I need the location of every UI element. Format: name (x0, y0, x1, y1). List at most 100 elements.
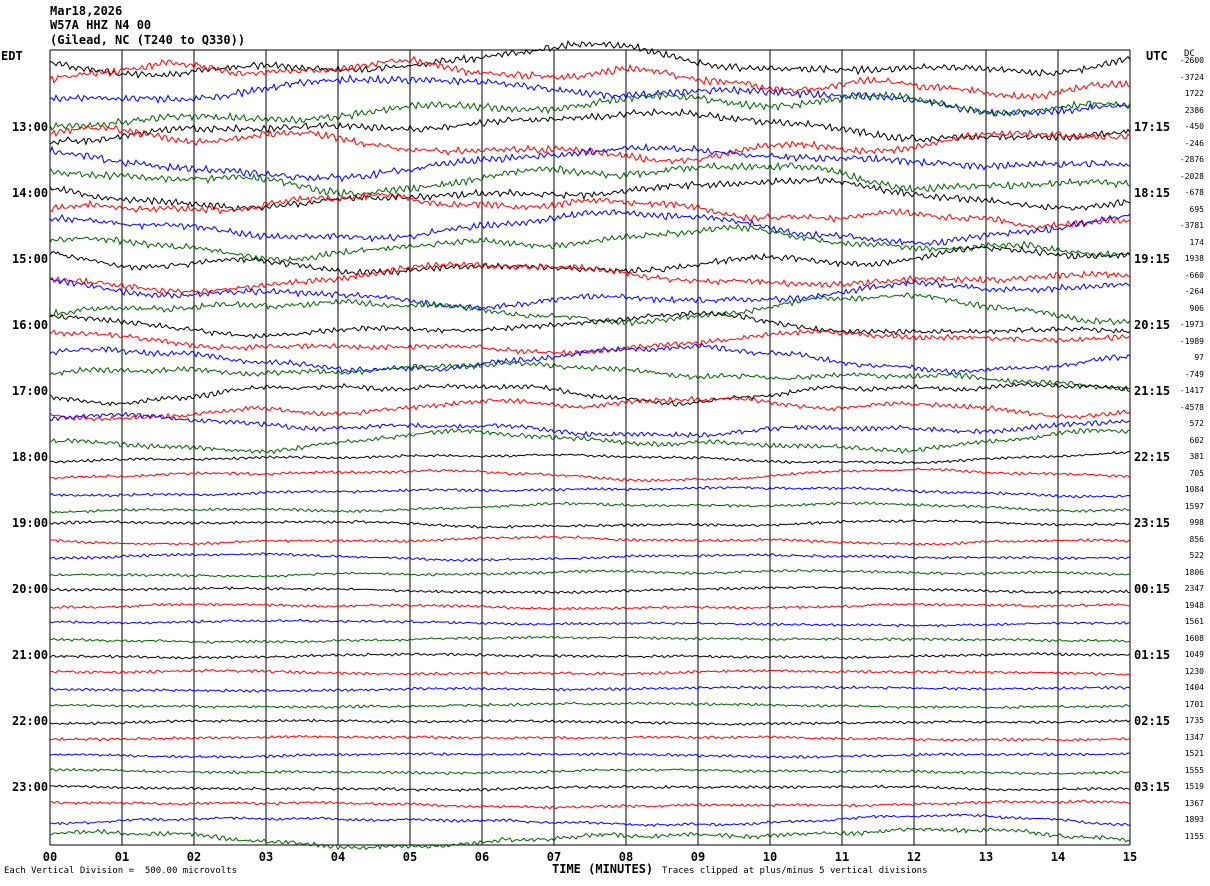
left-hour-label: 17:00 (12, 384, 49, 398)
seismic-trace-row (50, 734, 1131, 742)
dc-offset-value: 1230 (1184, 666, 1204, 676)
dc-offset-value: -450 (1184, 122, 1204, 131)
dc-offset-value: 1555 (1184, 765, 1204, 775)
dc-offset-value: 1948 (1184, 600, 1204, 610)
dc-offset-value: 705 (1189, 468, 1204, 478)
seismic-trace-row (49, 552, 1131, 562)
seismic-trace-row (49, 208, 1131, 247)
dc-offset-value: 381 (1189, 452, 1204, 461)
x-tick-label: 15 (1123, 850, 1137, 864)
seismic-trace-row (49, 467, 1131, 483)
seismic-trace-row (49, 685, 1131, 693)
seismic-trace-row (49, 396, 1131, 422)
seismic-trace-row (49, 668, 1131, 676)
dc-offset-value: 1519 (1184, 782, 1204, 791)
seismic-trace-row (49, 142, 1131, 183)
seismic-trace-row (49, 310, 1131, 340)
right-hour-label: 17:15 (1134, 120, 1171, 134)
seismic-trace-row (49, 799, 1131, 810)
seismic-trace-row (49, 450, 1131, 465)
x-tick-label: 09 (691, 850, 705, 864)
left-hour-label: 22:00 (12, 714, 49, 728)
seismic-trace-row (49, 74, 1131, 118)
dc-offset-value: -1973 (1179, 320, 1204, 329)
left-hour-label: 16:00 (12, 318, 49, 332)
seismic-trace-row (49, 55, 1131, 102)
dc-offset-value: -2028 (1179, 171, 1204, 181)
x-tick-labels: 00 01 02 03 04 05 06 07 08 09 10 11 12 13 14 15 (43, 850, 1137, 864)
right-hour-label: 00:15 (1134, 582, 1171, 596)
scale-note: Each Vertical Division = 500.00 microvol… (4, 866, 237, 876)
dc-offset-value: -660 (1184, 270, 1204, 280)
seismic-trace-row (49, 827, 1131, 851)
x-tick-label: 14 (1051, 850, 1065, 864)
seismic-trace-row (50, 535, 1131, 546)
dc-offset-value: -4578 (1179, 402, 1204, 412)
right-hour-label: 23:15 (1134, 516, 1171, 530)
seismic-trace-row (49, 486, 1131, 499)
x-tick-label: 10 (763, 850, 777, 864)
dc-offset-value: 1938 (1184, 254, 1204, 263)
dc-offset-value: 1155 (1184, 831, 1204, 841)
x-tick-label: 03 (259, 850, 273, 864)
seismic-trace-row (49, 40, 1131, 80)
left-hour-label: 19:00 (12, 516, 49, 530)
x-axis-title: TIME (MINUTES) (552, 862, 654, 876)
plot-date: Mar18,2026 (50, 4, 123, 18)
seismic-trace-row (49, 90, 1131, 131)
seismic-trace-row (49, 585, 1131, 595)
right-hour-label: 18:15 (1134, 186, 1171, 200)
dc-offset-value: -246 (1184, 138, 1204, 148)
dc-offset-value: -678 (1184, 188, 1204, 197)
seismic-trace-row (49, 752, 1131, 760)
dc-offset-value: 1608 (1184, 633, 1204, 643)
dc-offset-value: 1722 (1184, 89, 1204, 98)
dc-offset-value: -1989 (1179, 336, 1204, 346)
dc-offset-value: 1367 (1184, 798, 1204, 808)
right-hour-label: 21:15 (1134, 384, 1171, 398)
left-hour-label: 20:00 (12, 582, 49, 596)
location-label: (Gilead, NC (T240 to Q330)) (50, 33, 246, 47)
x-tick-label: 04 (331, 850, 345, 864)
dc-offset-value: 1521 (1184, 749, 1204, 758)
seismic-trace-row (49, 651, 1131, 660)
seismic-trace-row (49, 784, 1131, 793)
x-tick-label: 06 (475, 850, 489, 864)
seismic-trace-row (49, 382, 1131, 407)
dc-offset-value: -3781 (1179, 221, 1204, 230)
seismic-trace-row (49, 175, 1131, 212)
dc-offset-value: -1417 (1179, 386, 1204, 395)
left-hour-label: 21:00 (12, 648, 49, 662)
dc-offset-value: 1561 (1184, 617, 1204, 626)
seismic-trace-row (49, 278, 1131, 312)
seismic-trace-row (49, 328, 1131, 356)
x-tick-label: 08 (619, 850, 633, 864)
station-label: W57A HHZ N4 00 (50, 18, 152, 32)
seismic-trace-row (49, 223, 1131, 264)
seismic-trace-row (49, 718, 1131, 727)
seismic-trace-row (49, 701, 1131, 710)
right-hour-label: 19:15 (1134, 252, 1171, 266)
clip-note: Traces clipped at plus/minus 5 vertical … (662, 866, 928, 876)
seismic-trace-row (49, 767, 1131, 776)
left-hour-label: 23:00 (12, 780, 49, 794)
dc-offset-value: 602 (1189, 435, 1204, 445)
dc-offset-value: 522 (1189, 551, 1204, 560)
dc-offset-value: 1597 (1184, 501, 1204, 511)
seismic-trace-row (49, 518, 1131, 529)
right-hour-label: 03:15 (1134, 780, 1171, 794)
right-hour-label: 22:15 (1134, 450, 1171, 464)
seismic-trace-row (49, 192, 1131, 230)
dc-offset-value: 1806 (1184, 567, 1204, 577)
dc-offset-value: 97 (1194, 353, 1204, 362)
right-axis-label: UTC (1146, 49, 1168, 63)
dc-offset-value: 1049 (1184, 650, 1204, 659)
seismic-trace-row (49, 261, 1131, 295)
dc-offset-value: 695 (1189, 204, 1204, 214)
dc-offset-value: 2386 (1184, 105, 1204, 115)
dc-offset-value: 1735 (1184, 716, 1204, 725)
seismic-trace-row (49, 360, 1131, 392)
x-tick-label: 05 (403, 850, 417, 864)
x-tick-label: 00 (43, 850, 57, 864)
x-tick-label: 01 (115, 850, 129, 864)
